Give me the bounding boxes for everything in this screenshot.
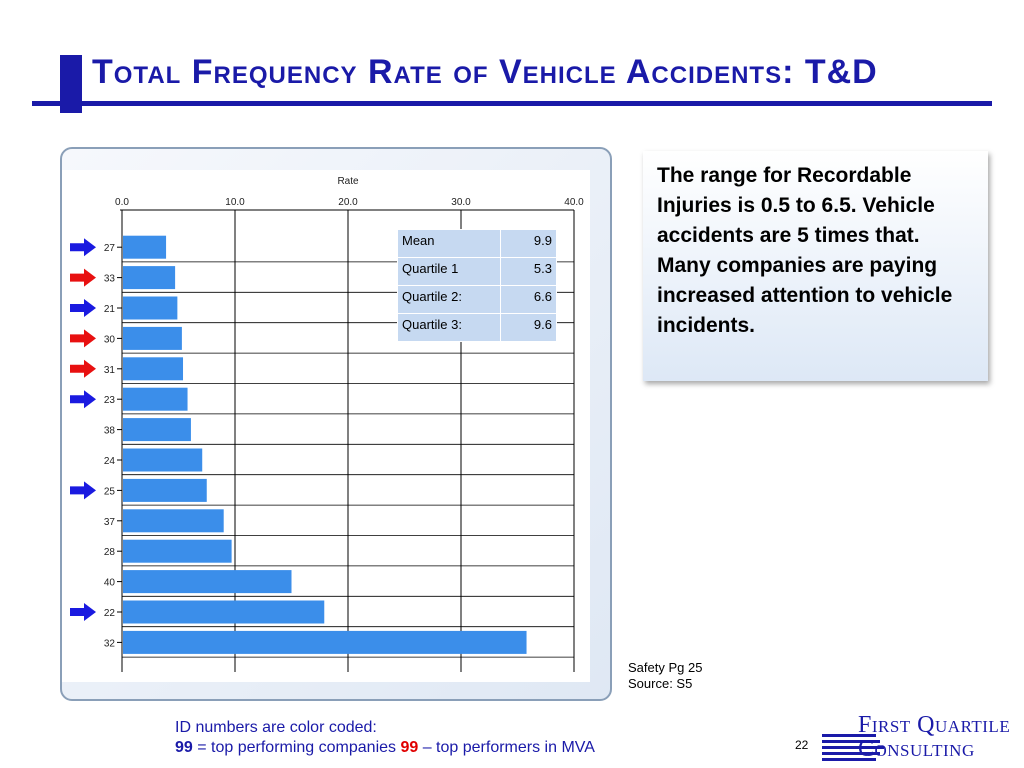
blue-arrow-icon <box>70 481 96 500</box>
y-tick-label: 27 <box>104 243 116 254</box>
stats-row-quartile-3: Quartile 3: 9.6 <box>397 313 557 342</box>
bar-33 <box>123 266 176 290</box>
blue-arrow-icon <box>70 390 96 409</box>
x-tick-label: 40.0 <box>564 197 584 208</box>
stats-row-mean: Mean 9.9 <box>397 229 557 258</box>
slide-title: Total Frequency Rate of Vehicle Accident… <box>92 53 878 91</box>
y-tick-label: 23 <box>104 395 116 406</box>
y-tick-label: 32 <box>104 638 116 649</box>
stats-label: Quartile 1 <box>397 257 501 286</box>
y-tick-label: 40 <box>104 578 116 589</box>
title-accent-block <box>60 55 82 113</box>
y-tick-label: 33 <box>104 274 116 285</box>
logo-stripe <box>822 758 876 761</box>
blue-arrow-icon <box>70 238 96 257</box>
red-id-sample: 99 <box>400 739 419 756</box>
blue-arrow-icon <box>70 299 96 317</box>
y-tick-label: 22 <box>104 608 116 619</box>
blue-id-text: = top performing companies <box>192 739 401 756</box>
blue-id-sample: 99 <box>175 739 193 756</box>
bar-37 <box>123 509 224 533</box>
y-tick-label: 37 <box>104 517 116 528</box>
stats-label: Quartile 2: <box>397 285 501 314</box>
stats-row-quartile-1: Quartile 1 5.3 <box>397 257 557 286</box>
callout-box: The range for Recordable Injuries is 0.5… <box>643 151 988 381</box>
logo-stripe <box>822 740 880 743</box>
bar-38 <box>123 418 191 442</box>
source-ref: Source: S5 <box>628 676 693 691</box>
source-note: Safety Pg 25 Source: S5 <box>628 660 702 692</box>
page-number: 22 <box>795 738 809 752</box>
y-tick-label: 31 <box>104 365 116 376</box>
bar-27 <box>123 235 167 259</box>
logo-stripe <box>822 746 884 749</box>
source-page: Safety Pg 25 <box>628 660 703 675</box>
title-underline <box>32 101 992 106</box>
bar-25 <box>123 478 207 502</box>
red-arrow-icon <box>70 329 96 348</box>
bar-23 <box>123 387 188 411</box>
stats-value: 5.3 <box>500 257 557 286</box>
x-tick-label: 0.0 <box>115 197 129 208</box>
logo-word-first-quartile: First Quartile <box>858 712 1011 738</box>
stats-table: Mean 9.9 Quartile 1 5.3 Quartile 2: 6.6 … <box>397 229 557 342</box>
callout-text: The range for Recordable Injuries is 0.5… <box>657 164 953 337</box>
bar-21 <box>123 296 178 320</box>
color-code-note: ID numbers are color coded: 99 = top per… <box>175 718 595 758</box>
logo-word-consulting: Consulting <box>858 736 975 762</box>
stats-value: 9.9 <box>500 229 557 258</box>
y-tick-label: 24 <box>104 456 116 467</box>
y-tick-label: 38 <box>104 426 116 437</box>
y-tick-label: 25 <box>104 486 116 497</box>
company-logo: First Quartile Consulting <box>822 712 1022 768</box>
red-arrow-icon <box>70 359 96 378</box>
stats-value: 9.6 <box>500 313 557 342</box>
bar-28 <box>123 539 232 563</box>
bar-22 <box>123 600 325 624</box>
color-code-legend: 99 = top performing companies 99 – top p… <box>175 738 595 758</box>
stats-label: Quartile 3: <box>397 313 501 342</box>
logo-stripe <box>822 734 876 737</box>
y-tick-label: 30 <box>104 334 116 345</box>
bar-31 <box>123 357 184 381</box>
color-code-heading: ID numbers are color coded: <box>175 719 377 736</box>
x-axis-title: Rate <box>337 176 359 187</box>
stats-label: Mean <box>397 229 501 258</box>
x-tick-label: 10.0 <box>225 197 245 208</box>
x-tick-label: 20.0 <box>338 197 358 208</box>
logo-stripe <box>822 752 880 755</box>
bar-24 <box>123 448 203 472</box>
stats-value: 6.6 <box>500 285 557 314</box>
y-tick-label: 28 <box>104 547 116 558</box>
y-tick-label: 21 <box>104 304 116 315</box>
x-tick-label: 30.0 <box>451 197 471 208</box>
bar-40 <box>123 570 292 594</box>
bar-30 <box>123 326 182 350</box>
red-id-text: – top performers in MVA <box>418 739 595 756</box>
blue-arrow-icon <box>70 603 96 621</box>
red-arrow-icon <box>70 268 96 287</box>
bar-32 <box>123 630 527 654</box>
stats-row-quartile-2: Quartile 2: 6.6 <box>397 285 557 314</box>
